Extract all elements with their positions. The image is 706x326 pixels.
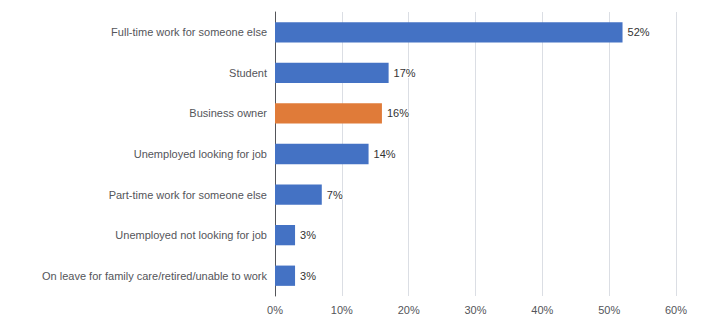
- svg-text:20%: 20%: [398, 304, 420, 316]
- svg-text:Business owner: Business owner: [189, 107, 267, 119]
- svg-text:3%: 3%: [300, 270, 316, 282]
- svg-text:3%: 3%: [300, 229, 316, 241]
- svg-text:Student: Student: [229, 67, 267, 79]
- svg-text:52%: 52%: [628, 26, 650, 38]
- svg-text:On leave for family care/retir: On leave for family care/retired/unable …: [42, 270, 267, 282]
- svg-text:Unemployed not looking for job: Unemployed not looking for job: [115, 229, 267, 241]
- svg-text:Unemployed looking for job: Unemployed looking for job: [134, 148, 267, 160]
- svg-text:50%: 50%: [598, 304, 620, 316]
- svg-text:40%: 40%: [531, 304, 553, 316]
- svg-text:17%: 17%: [394, 67, 416, 79]
- svg-text:10%: 10%: [331, 304, 353, 316]
- svg-text:7%: 7%: [327, 189, 343, 201]
- svg-text:Full-time work for someone els: Full-time work for someone else: [111, 26, 267, 38]
- svg-text:30%: 30%: [464, 304, 486, 316]
- svg-text:0%: 0%: [267, 304, 283, 316]
- svg-text:16%: 16%: [387, 107, 409, 119]
- svg-text:Part-time work for someone els: Part-time work for someone else: [109, 189, 267, 201]
- svg-text:14%: 14%: [374, 148, 396, 160]
- svg-text:60%: 60%: [665, 304, 687, 316]
